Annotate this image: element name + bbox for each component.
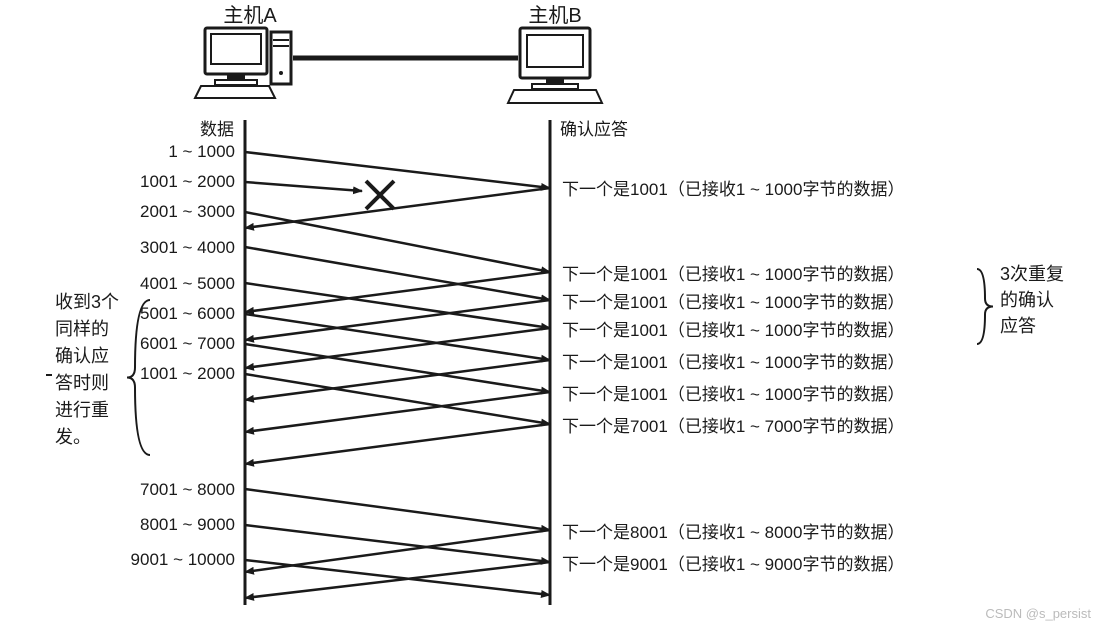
send-arrow-8	[245, 489, 550, 530]
ack-arrow-6	[245, 424, 550, 464]
right-brace-note: 3次重复的确认应答	[977, 264, 1064, 344]
header-ack: 确认应答	[560, 120, 628, 139]
ack-text-8: 下一个是9001（已接收1 ~ 9000字节的数据）	[562, 555, 904, 574]
packet-lost-icon	[366, 181, 394, 209]
ack-text-3: 下一个是1001（已接收1 ~ 1000字节的数据）	[562, 321, 904, 340]
send-arrow-lost	[245, 182, 362, 191]
send-arrows	[245, 152, 550, 595]
host-b-label: 主机B	[528, 4, 581, 27]
ack-arrows	[245, 188, 550, 598]
ack-arrow-7	[245, 530, 550, 572]
ack-arrow-4	[245, 360, 550, 400]
tcp-fast-retransmit-diagram: 主机A 主机B 数据 确认应答 1 ~ 1000 1001 ~ 2000 2001 …	[0, 0, 1101, 629]
ack-text-2: 下一个是1001（已接收1 ~ 1000字节的数据）	[562, 293, 904, 312]
send-arrow-9	[245, 525, 550, 562]
data-range-4: 4001 ~ 5000	[140, 274, 235, 293]
ack-text-1: 下一个是1001（已接收1 ~ 1000字节的数据）	[562, 265, 904, 284]
header-data: 数据	[200, 120, 234, 139]
ack-labels: 下一个是1001（已接收1 ~ 1000字节的数据） 下一个是1001（已接收1 …	[562, 180, 904, 574]
data-range-9: 8001 ~ 9000	[140, 515, 235, 534]
ack-text-5: 下一个是1001（已接收1 ~ 1000字节的数据）	[562, 385, 904, 404]
ack-text-0: 下一个是1001（已接收1 ~ 1000字节的数据）	[562, 180, 904, 199]
left-note-line-3: 答时则	[55, 373, 109, 393]
send-arrow-0	[245, 152, 550, 188]
left-note-line-0: 收到3个	[55, 292, 119, 312]
data-range-10: 9001 ~ 10000	[131, 550, 235, 569]
ack-arrow-0	[245, 188, 550, 228]
left-note-line-2: 确认应	[55, 346, 109, 366]
left-note-line-1: 同样的	[55, 319, 109, 339]
host-a-label: 主机A	[223, 4, 277, 27]
data-range-0: 1 ~ 1000	[168, 142, 235, 161]
watermark: CSDN @s_persist	[985, 606, 1091, 621]
right-note-line-1: 的确认	[1000, 290, 1054, 310]
left-note: 收到3个同样的确认应答时则进行重发。	[46, 292, 150, 455]
data-range-3: 3001 ~ 4000	[140, 238, 235, 257]
data-range-6: 6001 ~ 7000	[140, 334, 235, 353]
data-labels: 1 ~ 1000 1001 ~ 2000 2001 ~ 3000 3001 ~ 400…	[131, 142, 235, 569]
ack-text-6: 下一个是7001（已接收1 ~ 7000字节的数据）	[562, 417, 904, 436]
data-range-7: 1001 ~ 2000	[140, 364, 235, 383]
ack-text-4: 下一个是1001（已接收1 ~ 1000字节的数据）	[562, 353, 904, 372]
ack-arrow-8	[245, 562, 550, 598]
data-range-2: 2001 ~ 3000	[140, 202, 235, 221]
left-note-line-5: 发。	[55, 427, 91, 447]
data-range-1: 1001 ~ 2000	[140, 172, 235, 191]
right-brace	[977, 269, 993, 344]
host-a-icon	[195, 28, 291, 98]
host-b-icon	[508, 28, 602, 103]
left-note-line-4: 进行重	[55, 400, 109, 420]
data-range-5: 5001 ~ 6000	[140, 304, 235, 323]
data-range-8: 7001 ~ 8000	[140, 480, 235, 499]
send-arrow-6	[245, 344, 550, 392]
ack-text-7: 下一个是8001（已接收1 ~ 8000字节的数据）	[562, 523, 904, 542]
right-note-line-0: 3次重复	[1000, 264, 1064, 284]
right-note-line-2: 应答	[1000, 316, 1036, 336]
